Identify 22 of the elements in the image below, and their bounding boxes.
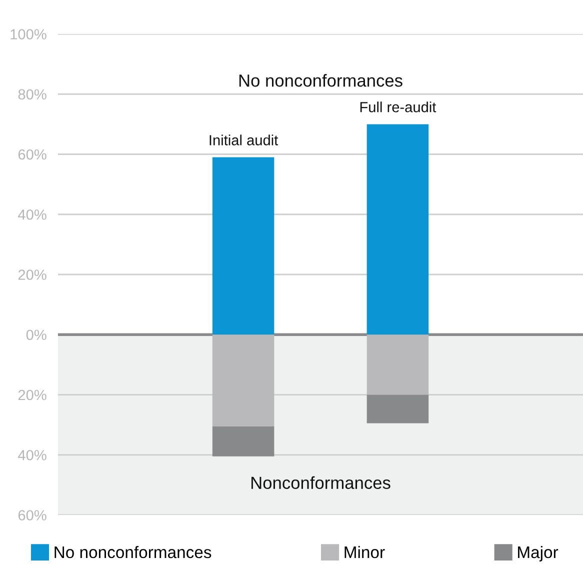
y-tick-label: 60% xyxy=(18,149,46,160)
y-tick-label: 20% xyxy=(18,390,46,400)
legend-label: No nonconformances xyxy=(54,546,212,558)
legend-label: Minor xyxy=(344,546,385,558)
y-tick-label: 0% xyxy=(26,330,46,340)
bar xyxy=(366,124,429,335)
x-tick-label: Full re-audit xyxy=(360,102,436,112)
bar xyxy=(366,334,429,395)
bar xyxy=(366,394,429,424)
annotation: No nonconformances xyxy=(239,74,402,87)
band-label: Nonconformances xyxy=(251,476,390,489)
y-tick-label: 60% xyxy=(18,510,46,520)
bar xyxy=(212,426,274,456)
y-tick-label: 40% xyxy=(18,450,46,460)
bar xyxy=(212,157,274,335)
legend-label: Major xyxy=(518,546,558,562)
bar xyxy=(212,334,274,426)
x-tick-label: Initial audit xyxy=(210,134,278,146)
y-tick-label: 80% xyxy=(18,89,46,100)
y-tick-label: 40% xyxy=(18,209,46,220)
y-tick-label: 20% xyxy=(18,270,46,280)
y-tick-label: 100% xyxy=(10,29,46,40)
